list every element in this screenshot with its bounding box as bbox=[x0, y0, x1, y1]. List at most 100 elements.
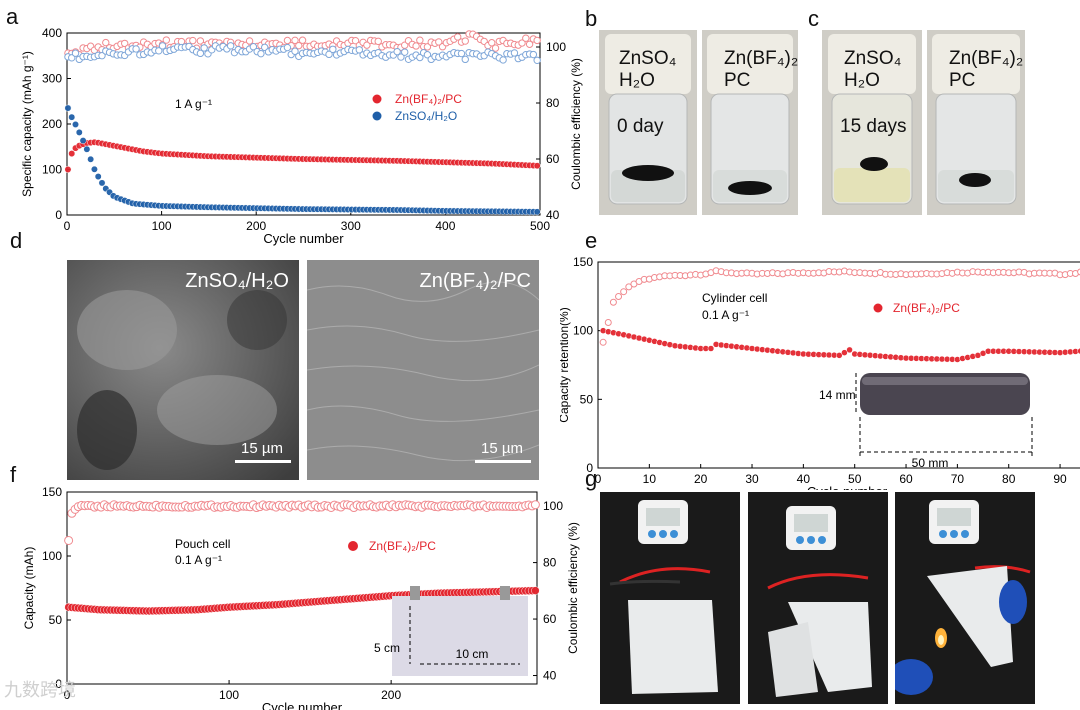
ce-point bbox=[355, 46, 364, 54]
sem-texture-right bbox=[307, 260, 539, 480]
ce-point bbox=[298, 36, 307, 44]
y-tick-label: 100 bbox=[42, 549, 62, 563]
vial-b-left-illustration bbox=[599, 30, 697, 215]
y-tick-label: 50 bbox=[580, 392, 594, 406]
y2-tick-label: 100 bbox=[543, 499, 563, 513]
pouch-photo-2 bbox=[748, 492, 888, 704]
y-tick-label: 100 bbox=[573, 324, 593, 338]
x-tick-label: 60 bbox=[899, 472, 913, 486]
series-a-3 bbox=[64, 42, 541, 64]
y-tick-label: 0 bbox=[55, 677, 62, 691]
annotation-current: 0.1 A g⁻¹ bbox=[175, 553, 222, 567]
x-tick-label: 70 bbox=[951, 472, 965, 486]
panel-letter-d: d bbox=[10, 228, 23, 253]
sem-image-znbf4: Zn(BF₄)₂/PC 15 µm bbox=[307, 260, 539, 480]
capacity-point bbox=[64, 104, 72, 112]
vial-c-time-label: 15 days bbox=[840, 116, 907, 137]
y-tick-label: 150 bbox=[573, 255, 593, 269]
y-tick-label: 100 bbox=[42, 163, 62, 177]
capacity-point bbox=[64, 166, 72, 173]
ce-point bbox=[121, 39, 129, 48]
ce-point bbox=[291, 36, 299, 45]
sem-texture-left bbox=[67, 260, 299, 480]
ce-point bbox=[423, 43, 432, 51]
series-e-0 bbox=[599, 327, 1080, 363]
capacity-point bbox=[72, 121, 79, 128]
ce-point bbox=[226, 42, 235, 50]
pouch-photo-3-illustration bbox=[895, 492, 1035, 704]
panel-letter-a: a bbox=[6, 4, 19, 29]
sem-image-znso4: ZnSO₄/H₂O 15 µm bbox=[67, 260, 299, 480]
y-tick-label: 150 bbox=[42, 485, 62, 499]
x-axis-label: Cycle number bbox=[807, 484, 888, 490]
annotation-cell-type: Pouch cell bbox=[175, 537, 230, 551]
series-f-1 bbox=[64, 500, 540, 545]
x-tick-label: 100 bbox=[152, 219, 172, 233]
legend-marker-znso4 bbox=[372, 111, 382, 121]
ce-point bbox=[329, 45, 337, 54]
panel-letter-b: b bbox=[585, 6, 598, 31]
ce-point bbox=[412, 42, 420, 50]
x-tick-label: 90 bbox=[1053, 472, 1067, 486]
ce-point bbox=[625, 283, 633, 291]
ce-point bbox=[189, 36, 197, 45]
ce-point bbox=[423, 51, 432, 59]
x-tick-label: 50 bbox=[848, 472, 862, 486]
x-axis-label: Cycle number bbox=[263, 231, 344, 246]
ce-point bbox=[325, 50, 333, 59]
y-tick-label: 50 bbox=[49, 613, 63, 627]
capacity-point bbox=[531, 586, 540, 595]
cylinder-highlight bbox=[862, 377, 1028, 385]
ce-point bbox=[374, 37, 382, 46]
ce-point bbox=[64, 535, 74, 545]
ce-point bbox=[529, 50, 538, 59]
x-tick-label: 0 bbox=[64, 219, 71, 233]
capacity-point bbox=[79, 137, 87, 145]
capacity-point bbox=[90, 165, 98, 173]
panel-letter-g: g bbox=[585, 466, 598, 491]
y2-axis-label: Coulombic efficiency (%) bbox=[566, 522, 580, 654]
x-tick-label: 300 bbox=[341, 219, 361, 233]
x-tick-label: 0 bbox=[595, 472, 602, 486]
legend-label-znbf4: Zn(BF₄)₂/PC bbox=[369, 539, 436, 553]
legend-marker-znbf4 bbox=[372, 94, 382, 104]
ce-point bbox=[351, 36, 360, 45]
y2-tick-label: 40 bbox=[543, 669, 557, 683]
x-tick-label: 10 bbox=[643, 472, 657, 486]
capacity-point bbox=[68, 113, 76, 121]
vial-c-left-illustration bbox=[822, 30, 922, 215]
ce-point bbox=[196, 49, 205, 58]
ce-point bbox=[525, 40, 534, 48]
chart-a: 0 100 200 300 400 500 0 100 200 300 400 40 60 80 100 Cy… bbox=[20, 26, 583, 246]
y2-tick-label: 80 bbox=[543, 556, 557, 570]
chart-e: 010203040506070809005010015020406080100C… bbox=[560, 255, 1080, 490]
pouch-tab-left bbox=[410, 586, 420, 600]
ce-point bbox=[283, 43, 292, 52]
ce-point bbox=[510, 49, 519, 57]
ce-point bbox=[499, 56, 507, 64]
annotation-current: 0.1 A g⁻¹ bbox=[702, 308, 749, 322]
capacity-point bbox=[1077, 347, 1080, 355]
vial-b-left-label: ZnSO₄ H₂O bbox=[619, 48, 677, 91]
vial-c-right-label: Zn(BF₄)₂ PC bbox=[949, 48, 1024, 91]
legend-marker-znbf4 bbox=[348, 541, 358, 551]
ce-point bbox=[488, 39, 496, 47]
pouch-photo-1-illustration bbox=[600, 492, 740, 704]
capacity-point bbox=[94, 173, 102, 181]
annotation-cell-type: Cylinder cell bbox=[702, 291, 767, 305]
x-tick-label: 80 bbox=[1002, 472, 1016, 486]
y-axis-label: Specific capacity (mAh g⁻¹) bbox=[20, 51, 34, 197]
y2-tick-label: 100 bbox=[546, 40, 566, 54]
ce-point bbox=[1077, 268, 1080, 276]
legend-label-znbf4: Zn(BF₄)₂/PC bbox=[893, 301, 960, 315]
ce-point bbox=[491, 44, 500, 52]
ce-point bbox=[435, 38, 443, 46]
y2-tick-label: 60 bbox=[543, 612, 557, 626]
pouch-photo-2-illustration bbox=[748, 492, 888, 704]
ce-point bbox=[245, 37, 254, 45]
capacity-point bbox=[68, 150, 76, 158]
panel-letter-e: e bbox=[585, 228, 598, 253]
ce-point bbox=[620, 288, 628, 296]
x-tick-label: 200 bbox=[246, 219, 266, 233]
ce-point bbox=[98, 51, 106, 60]
